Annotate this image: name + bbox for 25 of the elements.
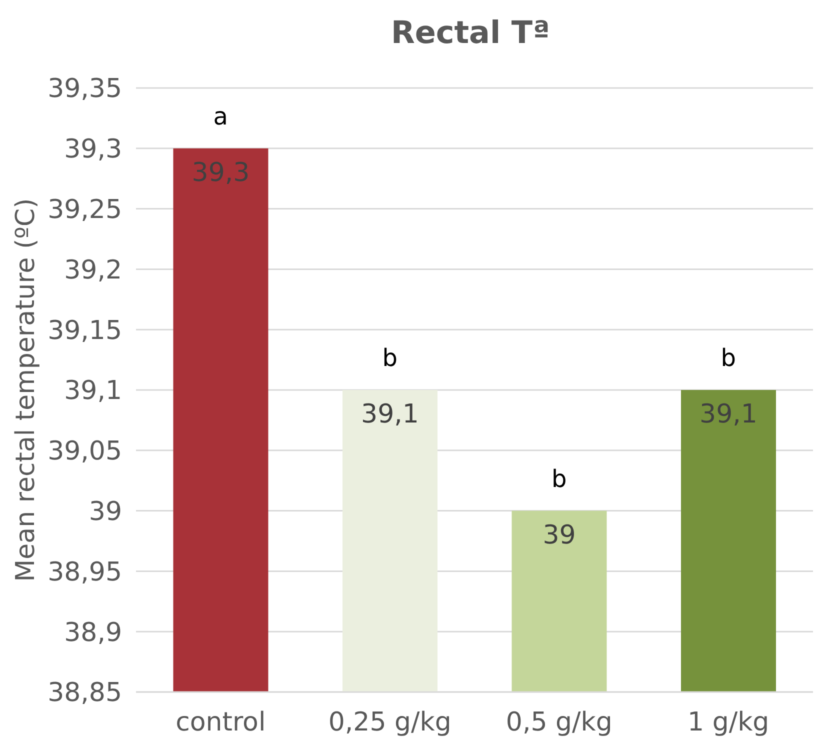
- y-tick-label: 39: [88, 497, 122, 528]
- y-tick-label: 39,2: [64, 255, 122, 286]
- data-label: 39: [542, 520, 576, 550]
- x-tick-label: 0,25 g/kg: [328, 707, 452, 738]
- annotation: a: [213, 102, 228, 130]
- y-tick-label: 38,85: [48, 678, 122, 708]
- y-tick-label: 39,3: [64, 134, 122, 165]
- x-tick-label: control: [176, 707, 266, 738]
- y-tick-label: 39,25: [48, 195, 122, 226]
- annotation: b: [552, 464, 567, 493]
- y-axis-title: Mean rectal temperature (ºC): [11, 198, 42, 582]
- chart-title: Rectal Tª: [390, 14, 552, 53]
- y-tick-label: 39,05: [48, 436, 122, 467]
- x-tick-label: 1 g/kg: [688, 707, 770, 738]
- y-tick-label: 39,35: [48, 74, 122, 104]
- x-tick-label: 0,5 g/kg: [506, 707, 612, 738]
- y-tick-label: 38,95: [48, 557, 122, 588]
- data-label: 39,1: [361, 399, 419, 430]
- y-tick-label: 39,15: [48, 316, 122, 346]
- y-tick-label: 38,9: [64, 618, 122, 648]
- annotation: b: [720, 344, 736, 372]
- data-label: 39,3: [192, 158, 250, 188]
- annotation: b: [382, 344, 398, 372]
- y-tick-label: 39,1: [64, 376, 122, 406]
- data-label: 39,1: [700, 399, 758, 430]
